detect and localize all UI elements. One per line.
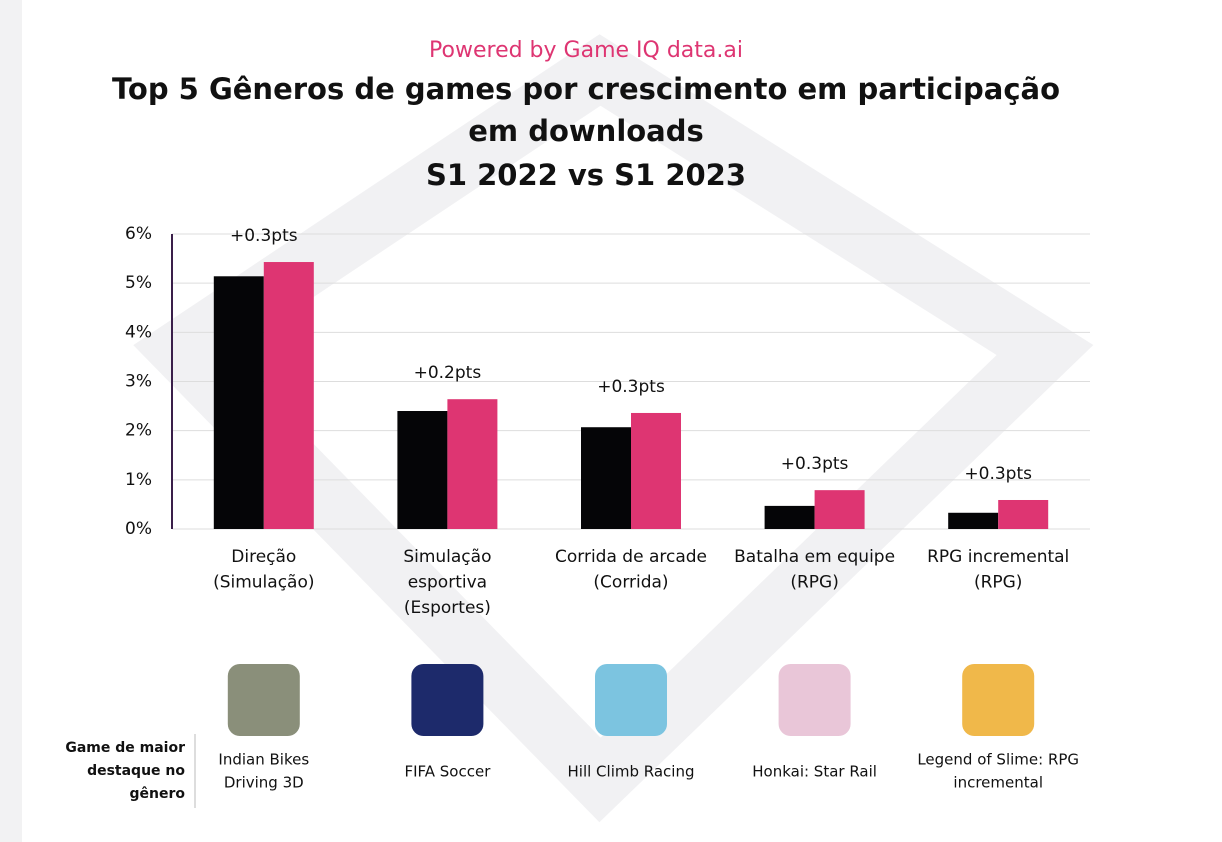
games-label: Game de maior [65,740,185,756]
bar [998,499,1049,529]
game-name: incremental [953,774,1043,792]
annotation: +0.3pts [230,226,298,246]
x-tick-label: (Simulação) [213,573,314,593]
y-tick-label: 5% [125,273,152,293]
y-tick-label: 4% [125,322,152,342]
bar [814,490,865,529]
bar [263,262,314,529]
game-icon [778,664,851,736]
y-tick-label: 2% [125,421,152,441]
bar [948,512,999,529]
games-label: gênero [129,786,185,802]
game-name: FIFA Soccer [404,763,491,781]
y-tick-label: 3% [125,372,152,392]
x-tick-label: esportiva [408,573,487,593]
game-name: Legend of Slime: RPG [917,751,1079,769]
x-tick-label: Simulação [403,547,491,567]
game-icon [962,664,1035,736]
x-tick-label: RPG incremental [927,547,1069,567]
game-icon [411,664,484,736]
game-name: Honkai: Star Rail [752,763,877,781]
bar [447,399,498,529]
chart-subtitle: S1 2022 vs S1 2023 [425,158,747,192]
y-tick-label: 6% [125,224,152,244]
game-name: Indian Bikes [218,751,309,769]
game-icon [227,664,300,736]
x-tick-label: (RPG) [790,573,839,593]
x-tick-label: Direção [231,547,296,567]
bar [213,276,264,529]
watermark [133,34,1094,823]
annotation: +0.3pts [597,377,665,397]
x-tick-label: Corrida de arcade [555,547,707,567]
bar [397,411,448,529]
annotation: +0.2pts [414,363,482,383]
bar [764,505,815,529]
chart-title: Top 5 Gêneros de games por crescimento e… [111,72,1061,148]
x-tick-label: (Corrida) [593,573,668,593]
games-label: destaque no [87,763,185,779]
game-name: Driving 3D [224,774,304,792]
bar [581,427,631,529]
kicker: Powered by Game IQ data.ai [429,38,743,63]
y-tick-label: 0% [125,519,152,539]
bar [631,412,681,529]
annotation: +0.3pts [964,464,1032,484]
y-tick-label: 1% [125,470,152,490]
x-tick-label: (Esportes) [404,598,491,618]
side-strip [0,0,22,842]
x-tick-label: Batalha em equipe [734,547,895,567]
game-name: Hill Climb Racing [568,763,695,781]
game-icon [595,664,667,736]
annotation: +0.3pts [781,454,849,474]
x-tick-label: (RPG) [974,573,1023,593]
